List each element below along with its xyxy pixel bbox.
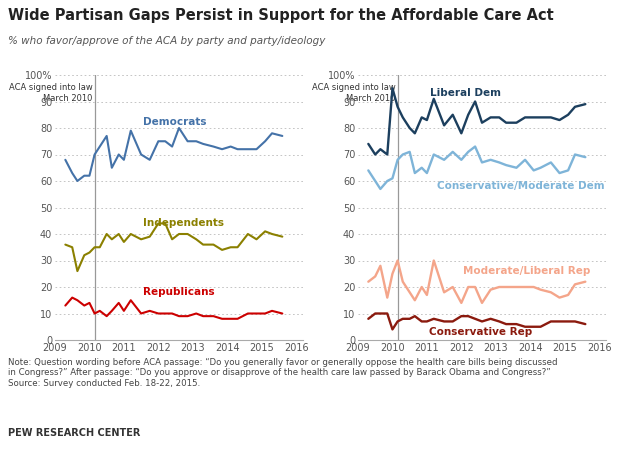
Text: Wide Partisan Gaps Persist in Support for the Affordable Care Act: Wide Partisan Gaps Persist in Support fo… (8, 8, 554, 23)
Text: Conservative/Moderate Dem: Conservative/Moderate Dem (437, 181, 605, 191)
Text: ACA signed into law
March 2010: ACA signed into law March 2010 (9, 83, 93, 103)
Text: Republicans: Republicans (143, 287, 214, 297)
Text: PEW RESEARCH CENTER: PEW RESEARCH CENTER (8, 428, 140, 438)
Text: Conservative Rep: Conservative Rep (429, 327, 532, 337)
Text: Independents: Independents (143, 218, 224, 228)
Text: % who favor/approve of the ACA by party and party/ideology: % who favor/approve of the ACA by party … (8, 36, 325, 46)
Text: Moderate/Liberal Rep: Moderate/Liberal Rep (463, 266, 591, 276)
Text: Liberal Dem: Liberal Dem (430, 88, 501, 98)
Text: Democrats: Democrats (143, 117, 206, 127)
Text: ACA signed into law
March 2010: ACA signed into law March 2010 (312, 83, 396, 103)
Text: Note: Question wording before ACA passage: “Do you generally favor or generally : Note: Question wording before ACA passag… (8, 358, 557, 388)
